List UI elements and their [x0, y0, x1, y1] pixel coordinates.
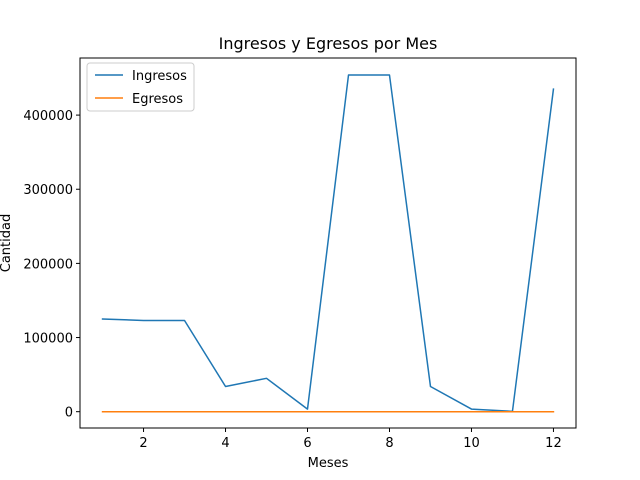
legend: Ingresos Egresos	[86, 62, 195, 112]
legend-label-egresos: Egresos	[132, 92, 183, 107]
x-tick-label: 6	[303, 436, 311, 451]
chart-title: Ingresos y Egresos por Mes	[219, 34, 438, 53]
legend-label-ingresos: Ingresos	[132, 69, 187, 84]
x-axis-title: Meses	[308, 456, 349, 471]
y-tick-label: 400000	[23, 109, 73, 124]
x-tick-label: 10	[463, 436, 480, 451]
y-tick-label: 100000	[23, 332, 73, 347]
plot-frame	[79, 57, 577, 429]
x-tick-label: 2	[139, 436, 147, 451]
series-layer	[101, 74, 555, 413]
y-axis: 0 100000 200000 300000 400000	[23, 109, 80, 421]
x-tick-label: 8	[385, 436, 393, 451]
y-tick-label: 300000	[23, 183, 73, 198]
y-tick-label: 0	[65, 406, 73, 421]
series-line-ingresos	[101, 74, 555, 413]
x-tick-label: 12	[545, 436, 562, 451]
x-axis: 2 4 6 8 10 12	[139, 428, 562, 451]
y-axis-title: Cantidad	[0, 214, 14, 272]
x-tick-label: 4	[221, 436, 229, 451]
y-tick-label: 200000	[23, 257, 73, 272]
